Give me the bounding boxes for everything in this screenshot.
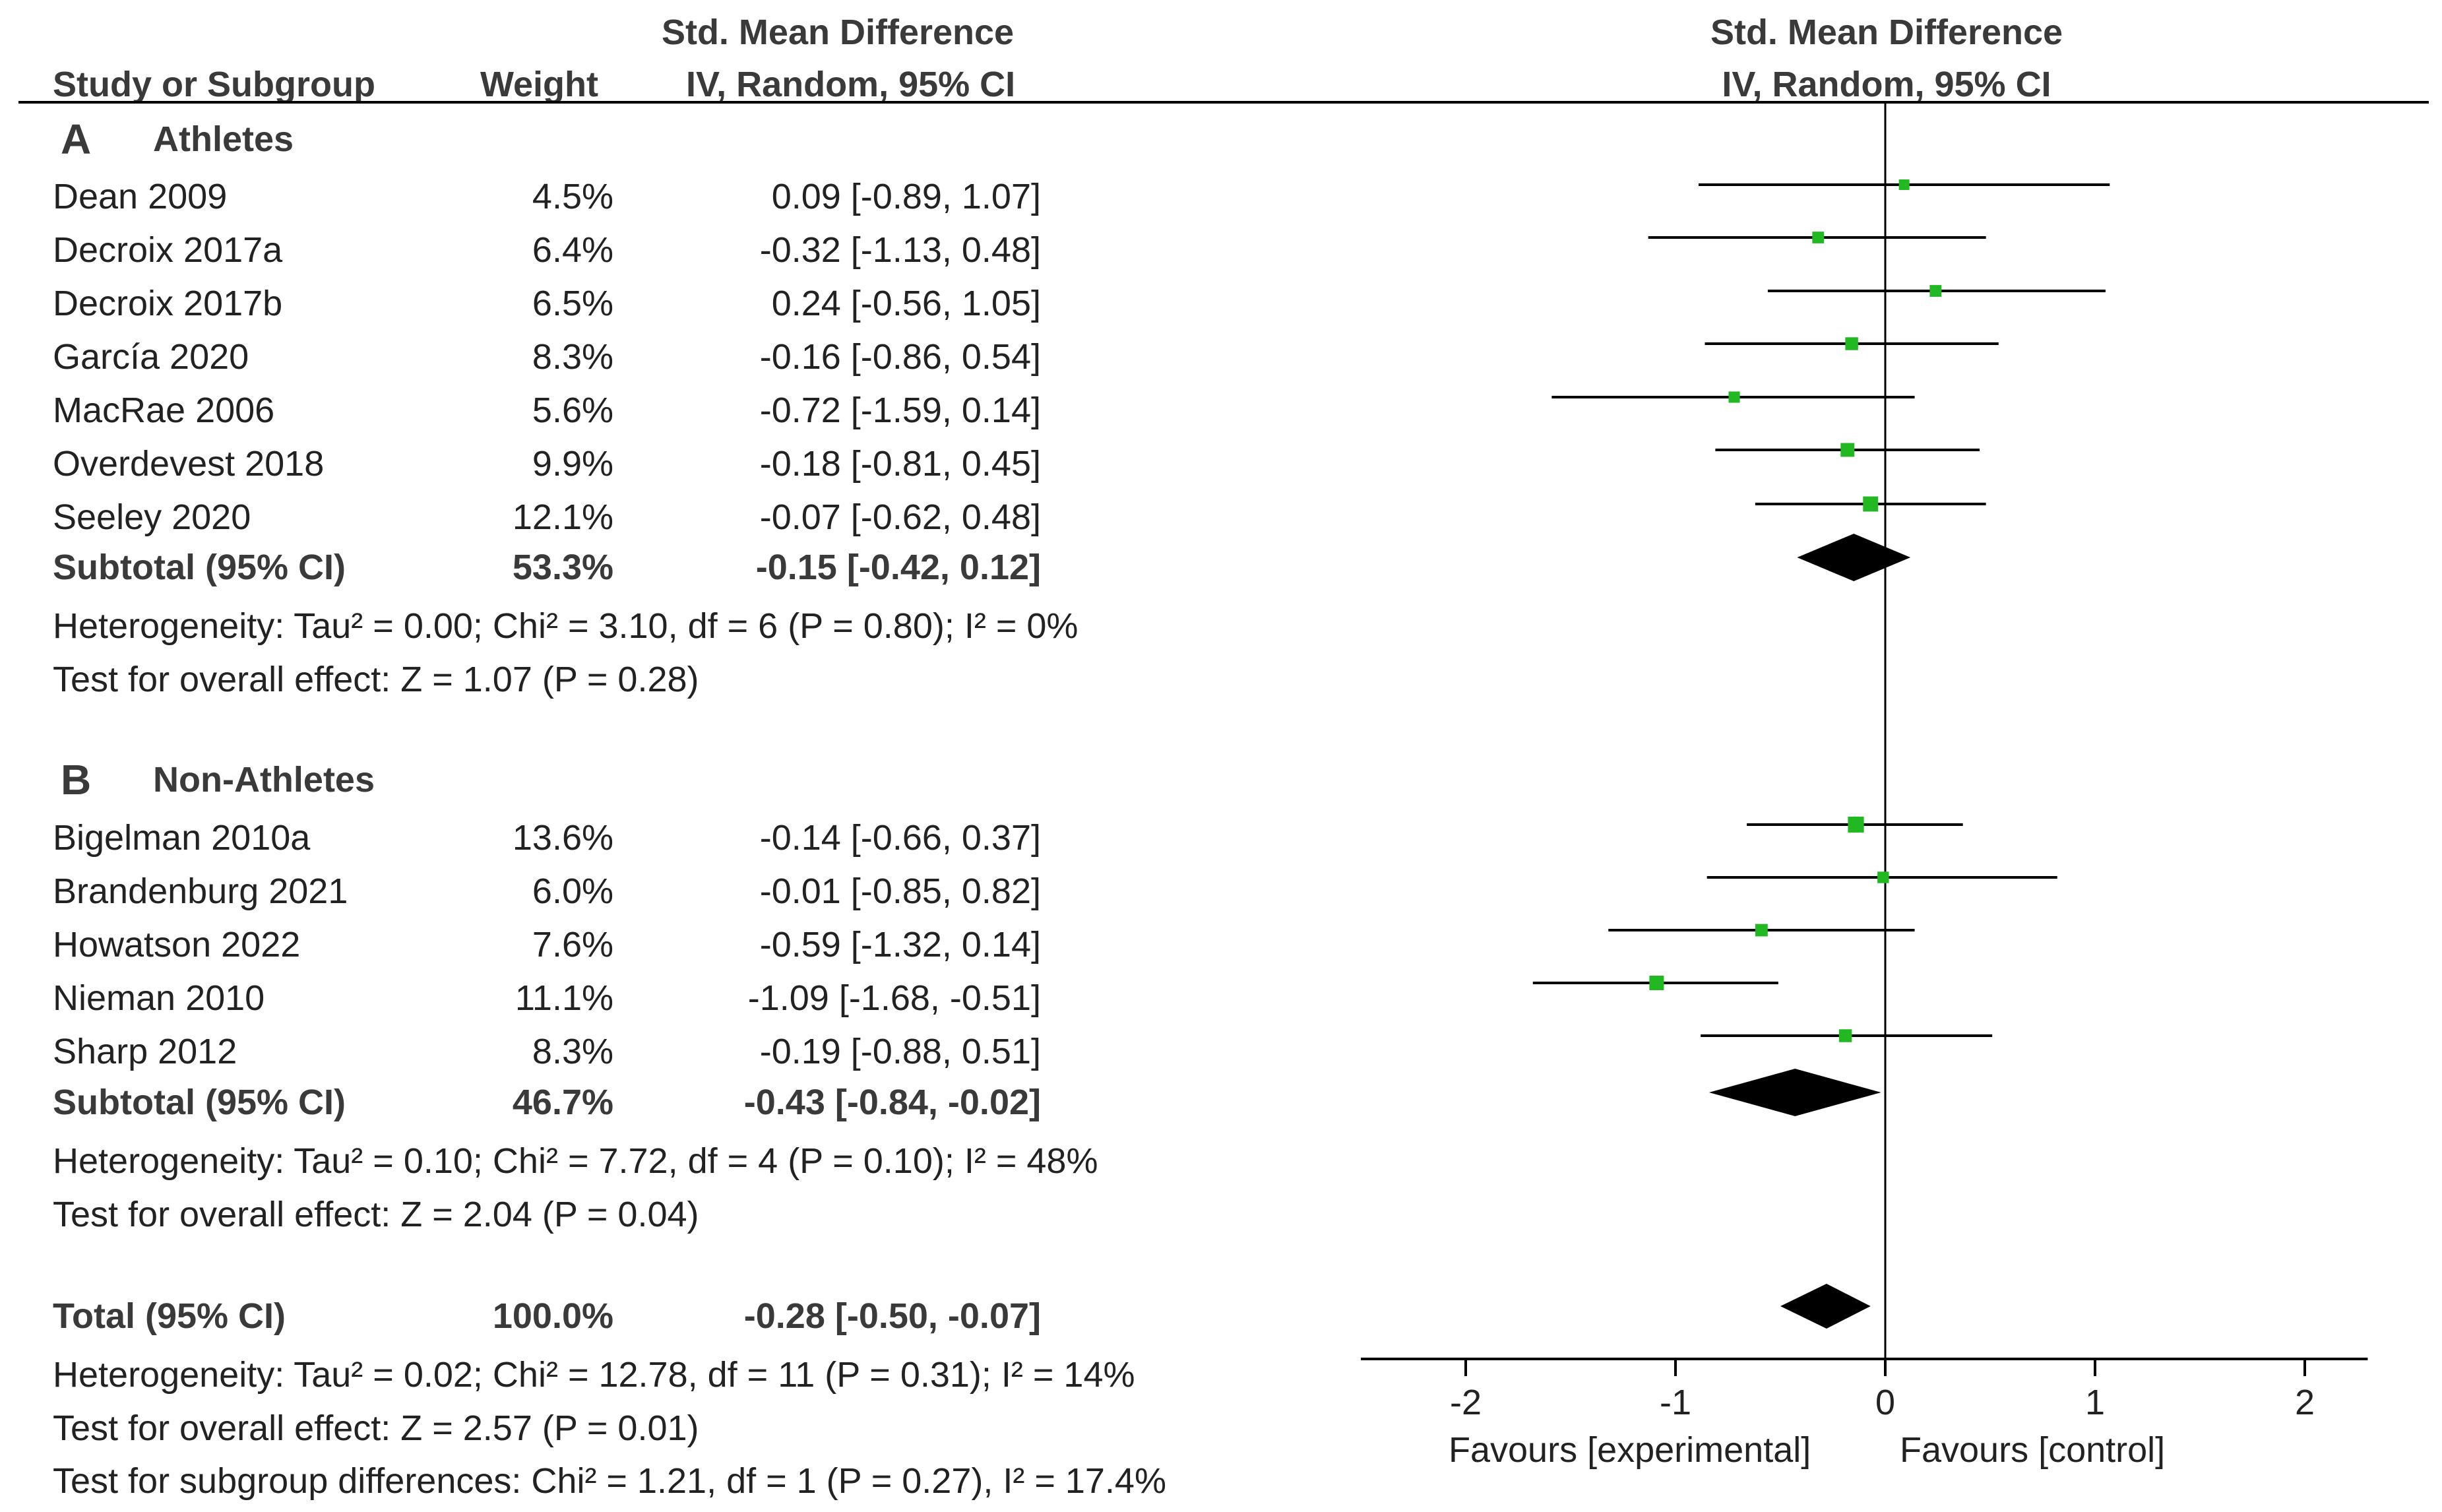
subtotal-weight: 53.3% (512, 548, 613, 587)
header-std-mean-diff-left: Std. Mean Difference (661, 13, 1015, 52)
x-tick-label: -1 (1660, 1383, 1691, 1422)
study-weight: 6.0% (532, 871, 613, 911)
study-ci: -0.18 [-0.81, 0.45] (759, 444, 1041, 484)
effect-marker (1838, 1029, 1852, 1042)
effect-marker (1649, 976, 1664, 990)
study-weight: 7.6% (532, 925, 613, 964)
effect-marker (1728, 391, 1740, 403)
x-tick-label: 2 (2295, 1383, 2315, 1422)
study-name: García 2020 (53, 337, 249, 377)
total-heterogeneity-text: Heterogeneity: Tau² = 0.02; Chi² = 12.78… (53, 1355, 1135, 1395)
effect-marker (1877, 871, 1889, 883)
total-overall-effect-text: Test for overall effect: Z = 2.57 (P = 0… (53, 1408, 699, 1448)
x-tick-label: 1 (2085, 1383, 2105, 1422)
study-name: Brandenburg 2021 (53, 871, 348, 911)
group-a-letter: A (61, 115, 92, 163)
study-weight: 8.3% (532, 337, 613, 377)
study-name: Overdevest 2018 (53, 444, 325, 484)
study-weight: 5.6% (532, 391, 613, 430)
study-weight: 11.1% (515, 978, 613, 1018)
study-weight: 6.4% (532, 230, 613, 270)
effect-marker (1863, 496, 1879, 512)
total-ci: -0.28 [-0.50, -0.07] (743, 1296, 1041, 1336)
plot-subtitle: IV, Random, 95% CI (1722, 65, 2051, 104)
effect-marker (1755, 924, 1768, 937)
study-ci: -0.07 [-0.62, 0.48] (759, 497, 1041, 537)
effect-marker (1929, 285, 1942, 297)
group-a-name: Athletes (153, 119, 294, 159)
effect-marker (1840, 443, 1855, 457)
study-ci: -0.14 [-0.66, 0.37] (759, 818, 1041, 858)
overall-effect-text: Test for overall effect: Z = 1.07 (P = 0… (53, 660, 699, 699)
study-ci: -0.01 [-0.85, 0.82] (759, 871, 1041, 911)
overall-effect-text: Test for overall effect: Z = 2.04 (P = 0… (53, 1195, 699, 1234)
study-name: Howatson 2022 (53, 925, 301, 964)
favours-control-label: Favours [control] (1900, 1430, 2166, 1470)
total-diamond (1780, 1284, 1871, 1329)
study-ci: -0.19 [-0.88, 0.51] (759, 1032, 1041, 1071)
subtotal-ci: -0.15 [-0.42, 0.12] (755, 548, 1041, 587)
total-label: Total (95% CI) (53, 1296, 286, 1336)
study-ci: -0.72 [-1.59, 0.14] (759, 391, 1041, 430)
subtotal-label: Subtotal (95% CI) (53, 548, 346, 587)
study-weight: 4.5% (532, 177, 613, 216)
subtotal-label: Subtotal (95% CI) (53, 1083, 346, 1122)
favours-experimental-label: Favours [experimental] (1449, 1430, 1811, 1470)
group-b-letter: B (61, 756, 92, 803)
study-weight: 13.6% (512, 818, 613, 858)
header-study-col: Study or Subgroup (53, 65, 375, 104)
x-tick-label: -2 (1450, 1383, 1482, 1422)
effect-marker (1845, 337, 1858, 350)
heterogeneity-text: Heterogeneity: Tau² = 0.10; Chi² = 7.72,… (53, 1141, 1098, 1181)
study-ci: -0.32 [-1.13, 0.48] (759, 230, 1041, 270)
heterogeneity-text: Heterogeneity: Tau² = 0.00; Chi² = 3.10,… (53, 606, 1079, 646)
study-name: Seeley 2020 (53, 497, 251, 537)
subgroup-differences-text: Test for subgroup differences: Chi² = 1.… (53, 1461, 1166, 1501)
total-weight: 100.0% (492, 1296, 613, 1336)
group-b-name: Non-Athletes (153, 760, 375, 800)
study-name: Bigelman 2010a (53, 818, 311, 858)
study-ci: -0.16 [-0.86, 0.54] (759, 337, 1041, 377)
study-ci: -0.59 [-1.32, 0.14] (759, 925, 1041, 964)
study-ci: 0.09 [-0.89, 1.07] (771, 177, 1041, 216)
plot-title: Std. Mean Difference (1710, 13, 2063, 52)
header-ci-col: IV, Random, 95% CI (686, 65, 1016, 104)
study-ci: 0.24 [-0.56, 1.05] (771, 284, 1041, 323)
study-weight: 8.3% (532, 1032, 613, 1071)
x-tick-label: 0 (1875, 1383, 1895, 1422)
header-weight-col: Weight (480, 65, 598, 104)
subtotal-weight: 46.7% (512, 1083, 613, 1122)
effect-marker (1848, 816, 1864, 833)
effect-marker (1898, 179, 1910, 191)
study-name: Decroix 2017a (53, 230, 283, 270)
study-name: Nieman 2010 (53, 978, 265, 1018)
study-weight: 6.5% (532, 284, 613, 323)
study-weight: 12.1% (512, 497, 613, 537)
subtotal-diamond (1797, 534, 1911, 581)
study-ci: -1.09 [-1.68, -0.51] (747, 978, 1041, 1018)
study-name: Dean 2009 (53, 177, 228, 216)
study-name: Decroix 2017b (53, 284, 283, 323)
effect-marker (1812, 232, 1825, 243)
study-name: MacRae 2006 (53, 391, 275, 430)
study-weight: 9.9% (532, 444, 613, 484)
study-name: Sharp 2012 (53, 1032, 237, 1071)
subtotal-ci: -0.43 [-0.84, -0.02] (743, 1083, 1041, 1122)
subtotal-diamond (1708, 1069, 1881, 1116)
